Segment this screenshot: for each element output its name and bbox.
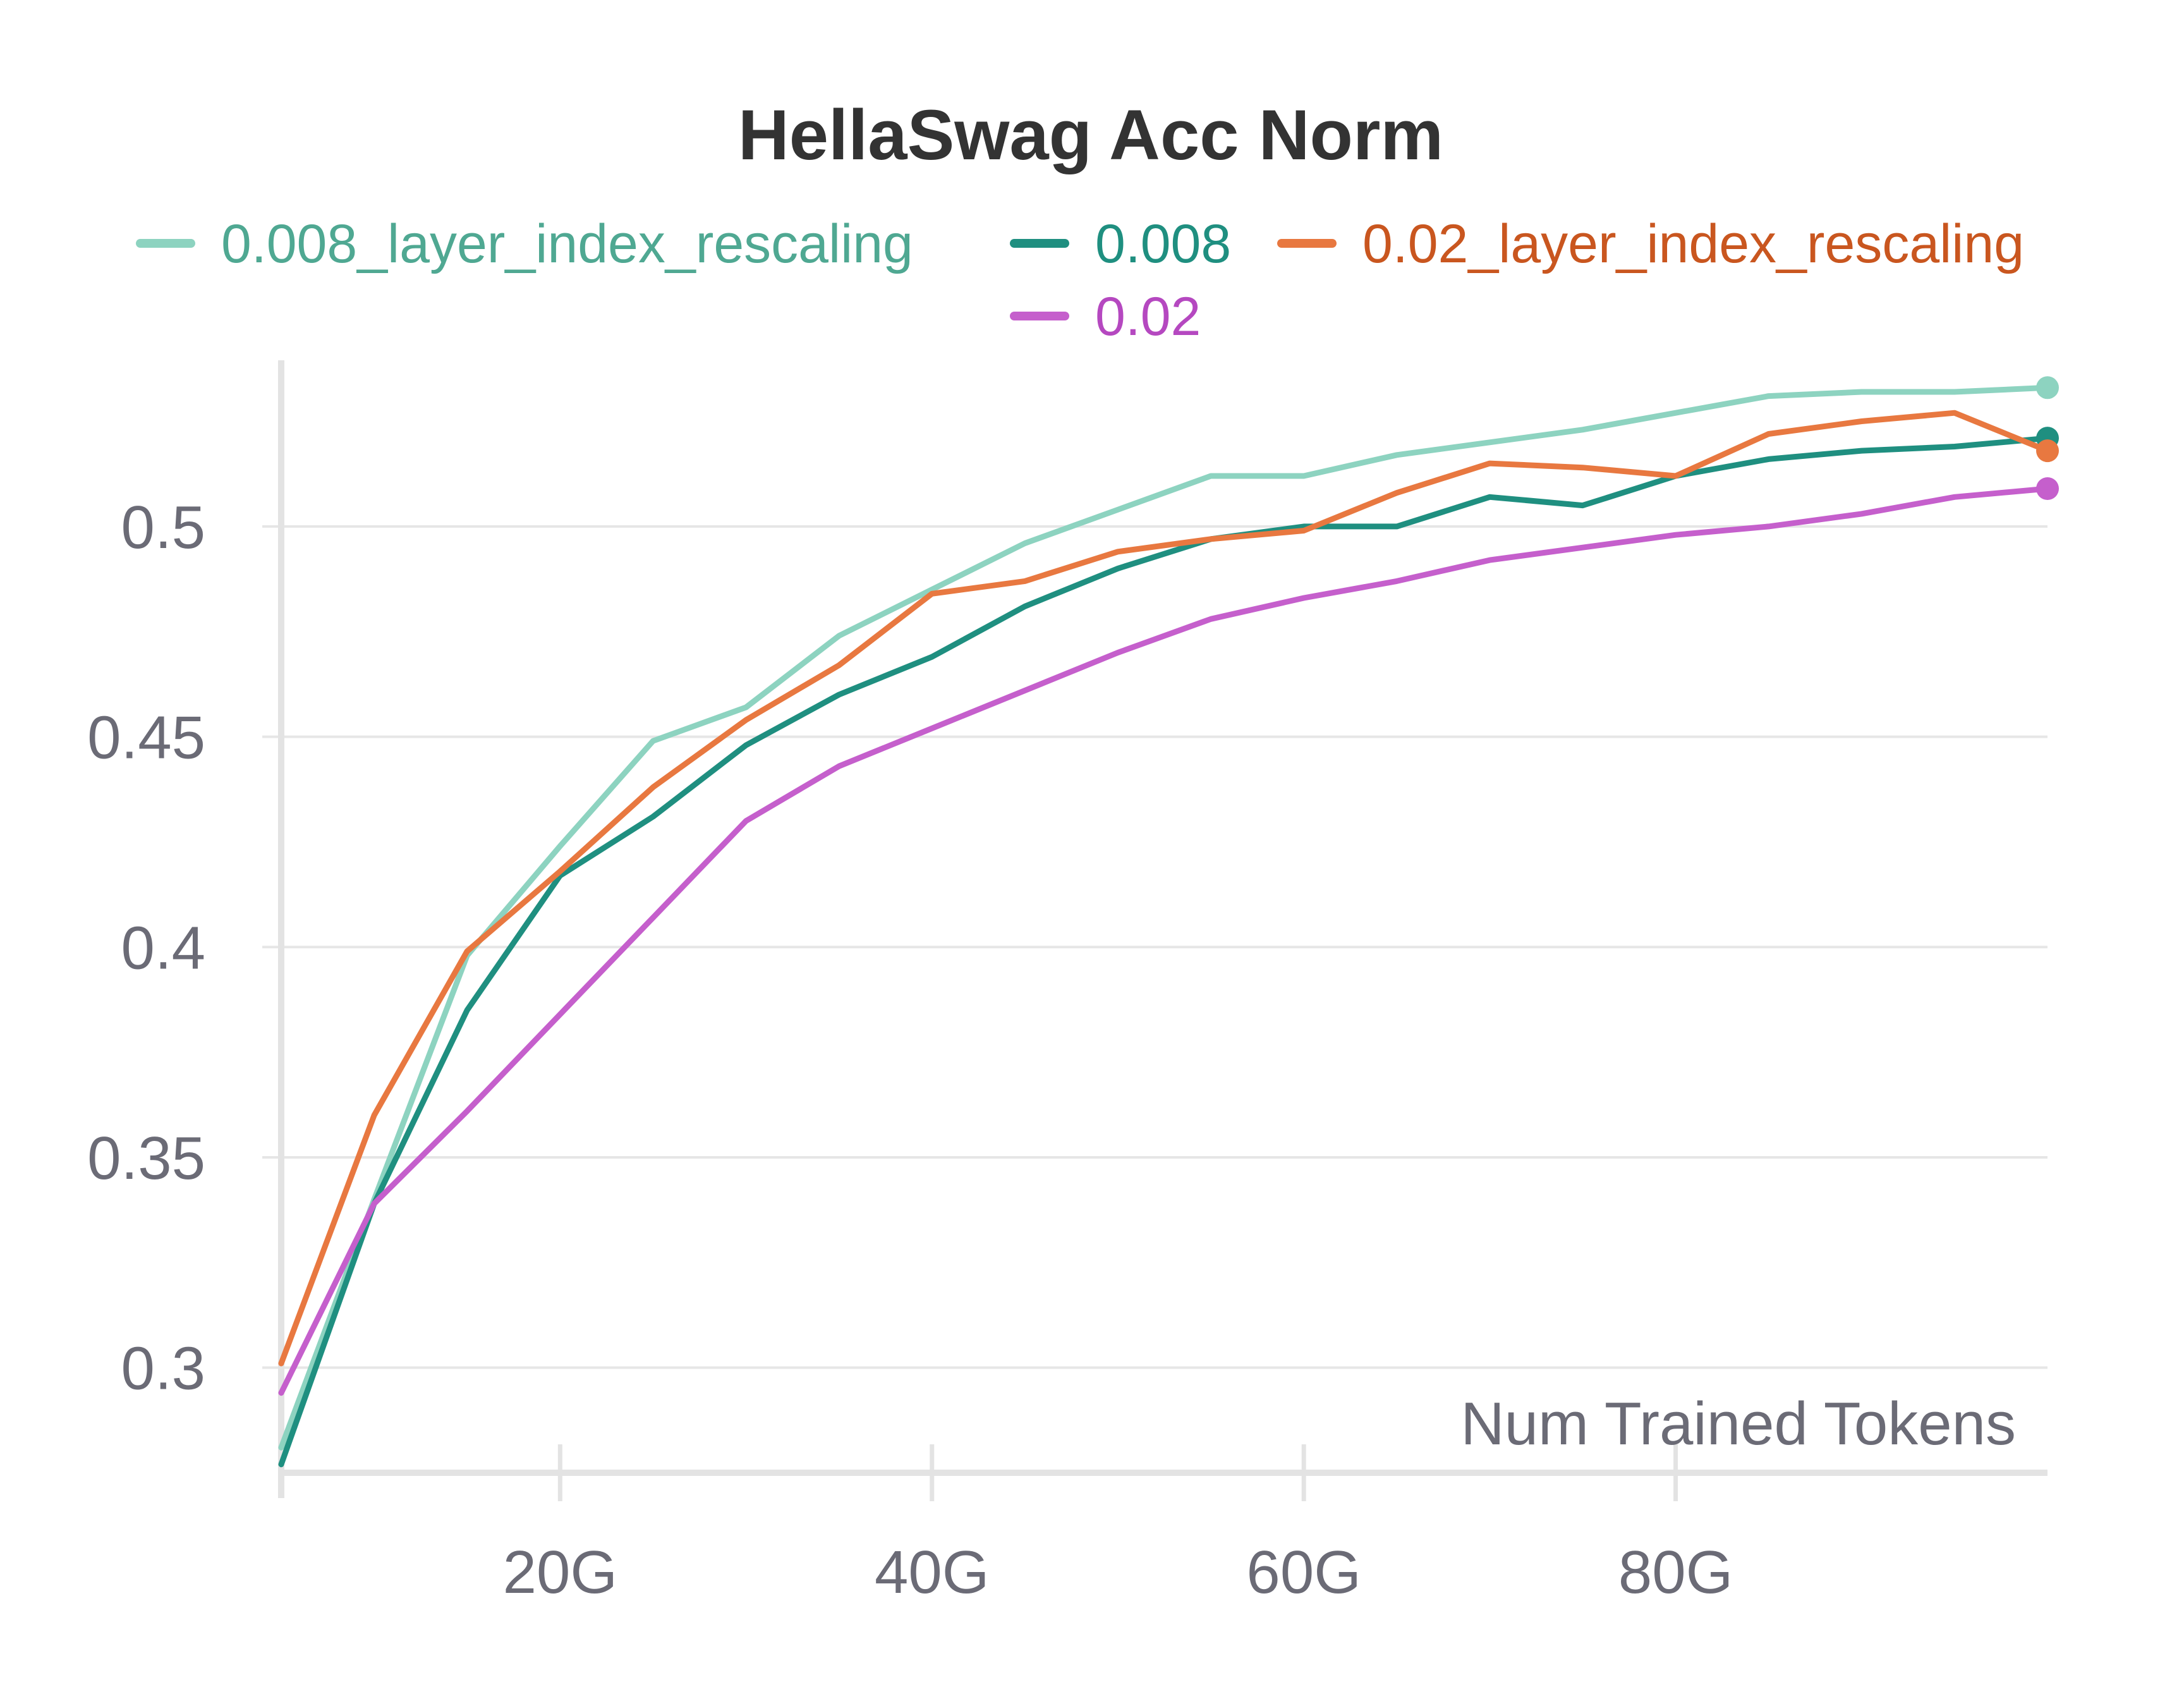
series-end-marker	[2036, 439, 2059, 463]
y-tick-label: 0.45	[87, 704, 205, 772]
x-tick-label: 80G	[1618, 1539, 1733, 1606]
x-axis-label: Num Trained Tokens	[1460, 1390, 2016, 1458]
y-tick-label: 0.5	[121, 494, 205, 561]
legend-label: 0.008	[1095, 214, 1231, 274]
legend-label: 0.02_layer_index_rescaling	[1362, 214, 2024, 274]
chart-title: HellaSwag Acc Norm	[738, 95, 1443, 174]
series-line	[278, 384, 2051, 1451]
y-tick-label: 0.3	[121, 1335, 205, 1403]
series-line	[278, 410, 2051, 1367]
legend-label: 0.008_layer_index_rescaling	[221, 214, 913, 274]
axes: 0.3 0.35 0.4 0.45 0.5 20G 40G 60G 80G	[87, 360, 2048, 1606]
x-tick-label: 40G	[875, 1539, 989, 1606]
legend: 0.008_layer_index_rescaling 0.008 0.02_lay…	[136, 214, 2024, 347]
legend-label: 0.02	[1095, 286, 1201, 347]
series-line	[278, 435, 2051, 1468]
series-end-marker	[2036, 376, 2059, 399]
y-tick-label: 0.4	[121, 914, 205, 982]
series-end-marker	[2036, 477, 2059, 500]
series-layer	[278, 376, 2059, 1468]
x-tick-label: 20G	[503, 1539, 617, 1606]
x-tick-label: 60G	[1246, 1539, 1361, 1606]
series-line	[278, 485, 2051, 1396]
y-tick-label: 0.35	[87, 1124, 205, 1192]
